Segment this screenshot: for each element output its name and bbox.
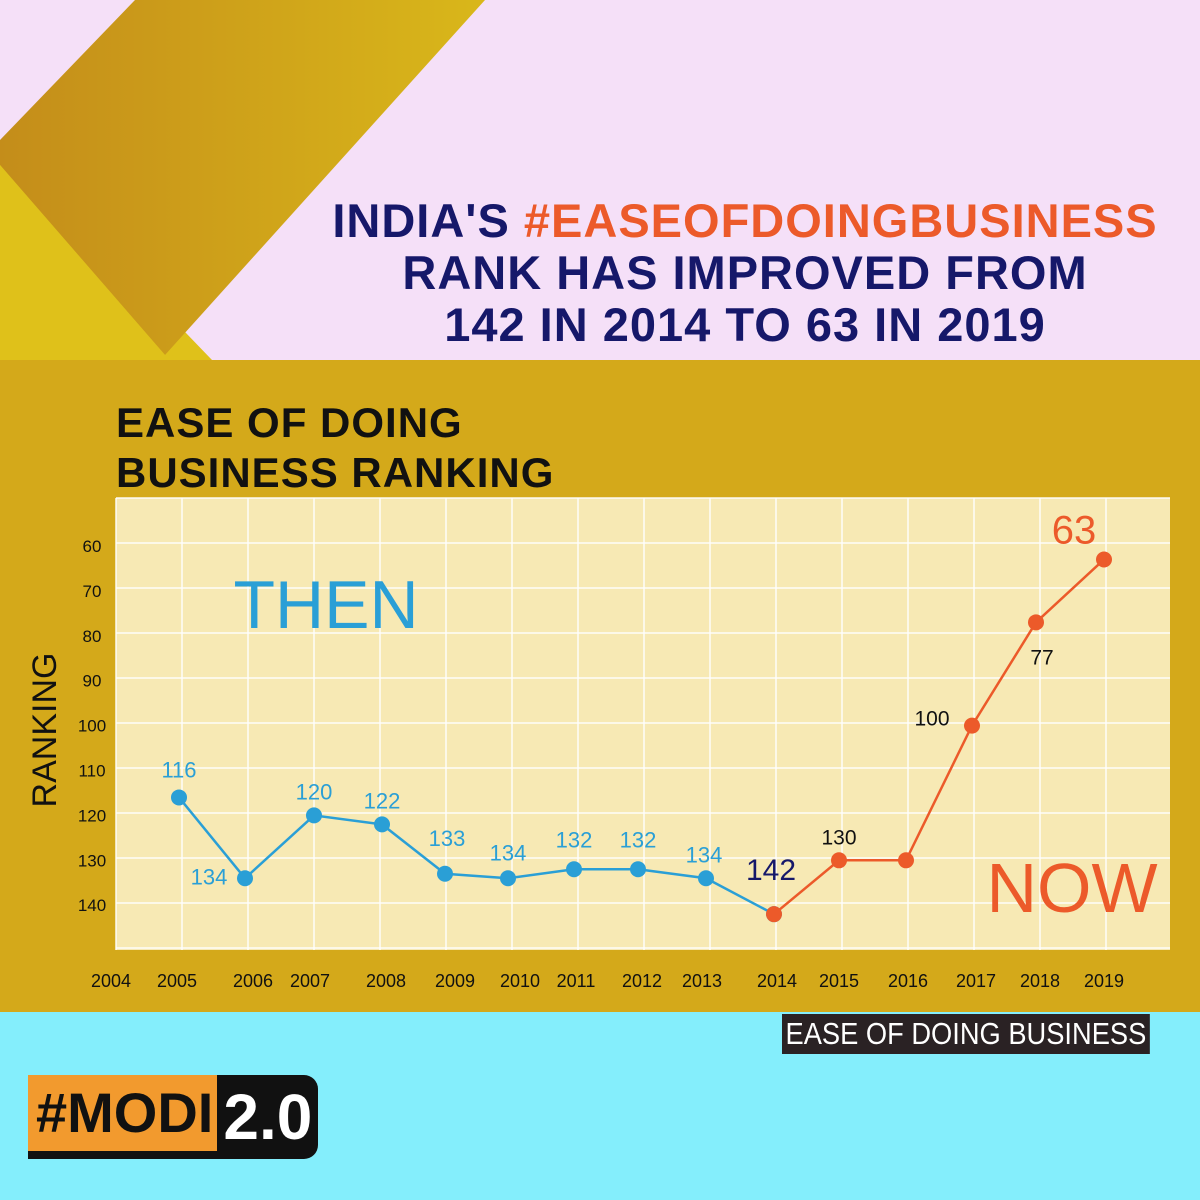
x-tick-label: 2011 (557, 971, 596, 991)
y-tick-label: 110 (78, 762, 105, 781)
x-tick-label: 2013 (682, 971, 722, 991)
data-point (698, 870, 714, 887)
x-tick-label: 2019 (1084, 971, 1124, 991)
x-tick-label: 2014 (757, 971, 797, 991)
data-label: 130 (821, 826, 856, 849)
data-label: 142 (746, 854, 796, 887)
data-point (1096, 551, 1112, 568)
data-label: 134 (191, 864, 228, 889)
y-tick-label: 80 (83, 627, 102, 646)
data-point (306, 807, 322, 824)
data-point (1028, 614, 1044, 631)
headline-line-3: 142 IN 2014 TO 63 IN 2019 (444, 298, 1046, 351)
chart-title: EASE OF DOING BUSINESS RANKING (116, 399, 555, 496)
data-point (374, 816, 390, 833)
x-tick-label: 2004 (91, 971, 131, 991)
data-label: 122 (364, 788, 401, 813)
y-tick-label: 140 (78, 896, 106, 915)
data-label: 77 (1030, 646, 1053, 669)
data-label: 100 (914, 708, 949, 731)
data-label: 132 (620, 827, 657, 852)
data-label: 133 (429, 826, 466, 851)
then-annotation: THEN (233, 567, 418, 643)
y-tick-label: 120 (78, 806, 106, 825)
data-point (831, 852, 847, 869)
data-point (566, 861, 582, 878)
y-tick-label: 60 (83, 537, 102, 556)
data-point (766, 906, 782, 923)
headline-line-1: INDIA'S #EASEOFDOINGBUSINESS (332, 194, 1158, 247)
source-label: EASE OF DOING BUSINESS (782, 1014, 1150, 1054)
x-tick-label: 2010 (500, 971, 540, 991)
y-tick-label: 90 (83, 672, 102, 691)
x-tick-label: 2008 (366, 971, 406, 991)
x-tick-label: 2015 (819, 971, 859, 991)
data-label: 132 (556, 827, 593, 852)
x-tick-label: 2006 (233, 971, 273, 991)
x-tick-label: 2009 (435, 971, 475, 991)
data-label: 116 (161, 757, 196, 782)
data-point (630, 861, 646, 878)
x-tick-label: 2017 (956, 971, 996, 991)
data-point (237, 870, 253, 887)
x-tick-label: 2012 (622, 971, 662, 991)
x-tick-label: 2016 (888, 971, 928, 991)
data-label: 134 (490, 840, 527, 865)
x-tick-label: 2005 (157, 971, 197, 991)
headline-line-2: RANK HAS IMPROVED FROM (402, 246, 1088, 299)
data-label: 120 (296, 779, 333, 804)
series-line-then (178, 796, 775, 916)
modi-logo: #MODI 2.0 (28, 1075, 319, 1159)
x-tick-label: 2007 (290, 971, 330, 991)
series-line-now (773, 558, 1105, 916)
data-label: 63 (1052, 508, 1097, 552)
data-point (898, 852, 914, 869)
y-tick-label: 130 (78, 851, 106, 870)
data-point (437, 865, 453, 882)
data-point (171, 789, 187, 806)
y-axis-label: RANKING (26, 653, 64, 808)
data-point (500, 870, 516, 887)
now-annotation: NOW (986, 849, 1157, 927)
data-label: 134 (686, 842, 723, 867)
y-tick-label: 100 (78, 717, 106, 736)
x-tick-label: 2018 (1020, 971, 1060, 991)
data-point (964, 717, 980, 734)
y-tick-label: 70 (83, 582, 102, 601)
hashtag: #EASEOFDOINGBUSINESS (523, 194, 1158, 247)
